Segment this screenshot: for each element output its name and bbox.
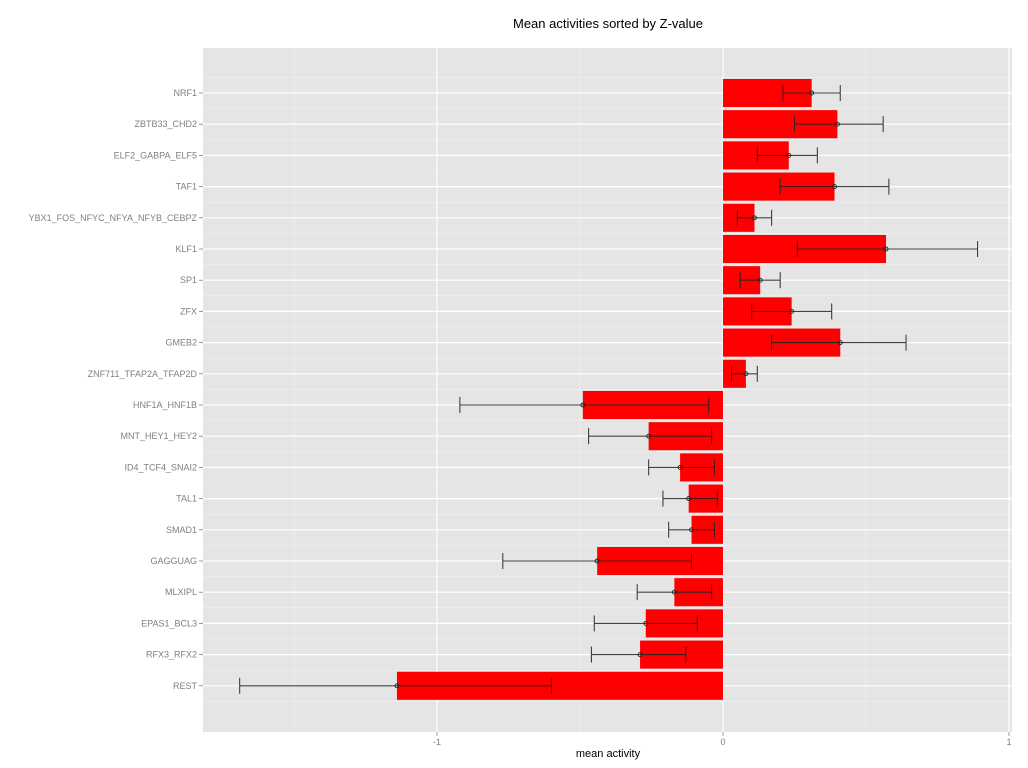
y-tick-label: ELF2_GABPA_ELF5	[114, 150, 197, 160]
mean-point	[580, 402, 586, 408]
y-tick-label: RFX3_RFX2	[146, 650, 197, 660]
mean-point	[789, 308, 795, 314]
y-tick-label: MNT_HEY1_HEY2	[120, 431, 197, 441]
mean-point	[837, 340, 843, 346]
y-tick-label: HNF1A_HNF1B	[133, 400, 197, 410]
minor-gridlines	[203, 48, 1012, 732]
mean-point	[671, 589, 677, 595]
x-tick-label: 1	[1006, 737, 1011, 747]
mean-point	[832, 184, 837, 190]
y-tick-label: EPAS1_BCL3	[141, 618, 197, 628]
plot-panel	[203, 48, 1012, 732]
y-tick-label: REST	[173, 681, 198, 691]
y-tick-label: GMEB2	[165, 338, 197, 348]
mean-points	[394, 90, 889, 689]
x-axis-title: mean activity	[576, 748, 641, 760]
mean-point	[809, 90, 815, 96]
x-axis: -1 0 1	[433, 732, 1012, 747]
y-tick-label: SP1	[180, 275, 197, 285]
mean-point	[752, 215, 757, 221]
mean-point	[686, 496, 692, 502]
mean-point	[646, 433, 652, 439]
y-tick-label: ZBTB33_CHD2	[134, 119, 197, 129]
mean-point	[689, 527, 694, 533]
y-tick-label: YBX1_FOS_NFYC_NFYA_NFYB_CEBPZ	[29, 213, 198, 223]
mean-point	[786, 152, 792, 158]
y-axis: NRF1 ZBTB33_CHD2 ELF2_GABPA_ELF5 TAF1 YBX1_F…	[29, 88, 203, 691]
y-tick-label: KLF1	[175, 244, 197, 254]
y-tick-label: ZNF711_TFAP2A_TFAP2D	[88, 369, 198, 379]
y-tick-label: NRF1	[173, 88, 197, 98]
error-bars	[239, 85, 979, 694]
y-tick-label: TAF1	[176, 182, 197, 192]
mean-point	[757, 277, 763, 283]
mean-point	[883, 246, 889, 252]
mean-point	[594, 558, 600, 564]
mean-point	[743, 371, 749, 377]
y-tick-label: ID4_TCF4_SNAI2	[124, 462, 197, 472]
y-tick-label: GAGGUAG	[150, 556, 197, 566]
y-tick-label: TAL1	[176, 494, 197, 504]
x-tick-label: -1	[433, 737, 441, 747]
mean-point	[394, 683, 400, 689]
chart-title: Mean activities sorted by Z-value	[513, 16, 703, 31]
x-tick-label: 0	[720, 737, 725, 747]
mean-point	[834, 121, 840, 127]
mean-point	[643, 620, 649, 626]
mean-point	[677, 464, 683, 470]
y-tick-label: MLXIPL	[165, 587, 197, 597]
mean-point	[637, 652, 643, 658]
y-tick-label: ZFX	[180, 306, 197, 316]
y-tick-label: SMAD1	[166, 525, 197, 535]
